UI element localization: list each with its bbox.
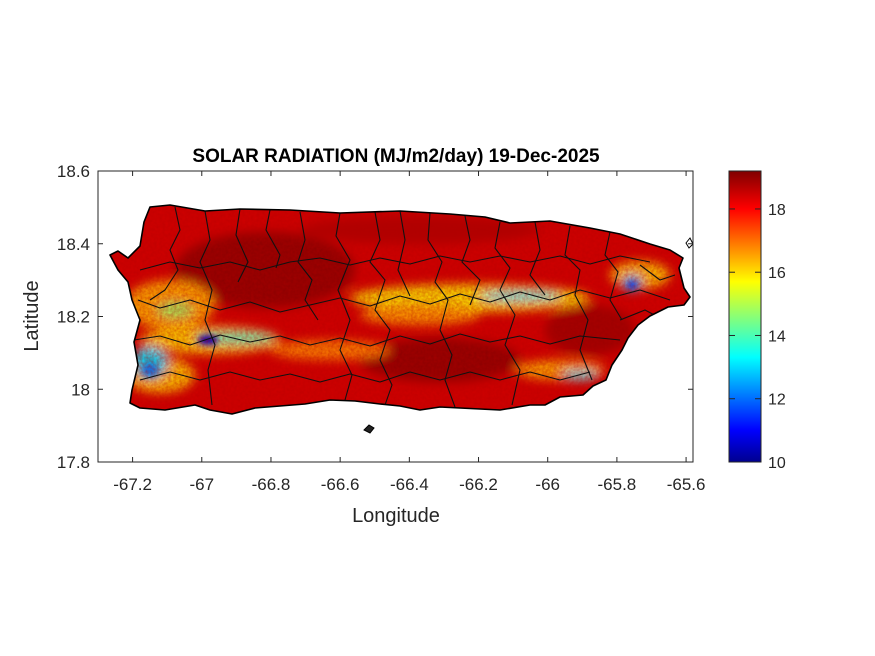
caja-de-muertos-island: [363, 424, 375, 434]
x-tick-label: -66.6: [321, 475, 360, 494]
y-tick-label: 18.4: [57, 235, 90, 254]
municipality-boundary: [297, 211, 319, 321]
colorbar: 10 12 14 16 18: [728, 170, 786, 472]
municipality-boundary: [369, 211, 393, 406]
colorbar-gradient: [728, 170, 762, 463]
x-tick-label: -66.4: [390, 475, 429, 494]
coastline: [109, 204, 691, 415]
colorbar-tick-label: 14: [768, 328, 786, 345]
municipality-boundary: [639, 264, 676, 281]
municipality-boundary: [397, 210, 411, 297]
colorbar-tick-label: 16: [768, 265, 786, 282]
colorbar-ticks: 10 12 14 16 18: [729, 202, 786, 472]
colorbar-tick-label: 10: [768, 455, 786, 472]
municipality-boundary: [427, 212, 456, 408]
x-tick-label: -66.2: [459, 475, 498, 494]
municipality-boundary: [461, 215, 481, 306]
municipality-boundary: [564, 225, 593, 381]
municipality-boundary: [265, 209, 281, 269]
y-tick-label: 18.2: [57, 308, 90, 327]
x-tick-label: -66: [535, 475, 560, 494]
municipality-boundary: [289, 255, 651, 266]
municipality-boundary: [604, 231, 623, 321]
municipality-boundaries: [133, 206, 676, 408]
x-tick-label: -65.8: [598, 475, 637, 494]
colorbar-tick-label: 18: [768, 202, 786, 219]
x-axis-ticks: -67.2 -67 -66.8 -66.6 -66.4 -66.2 -66 -65.8 -65.…: [113, 171, 705, 494]
municipality-boundary: [133, 333, 621, 347]
radiation-field: [110, 205, 690, 414]
plot-area: -67.2 -67 -66.8 -66.6 -66.4 -66.2 -66 -65.8 -65.…: [57, 162, 706, 494]
x-axis-label: Longitude: [352, 505, 440, 527]
municipality-boundary: [529, 221, 546, 296]
x-tick-label: -66.8: [252, 475, 291, 494]
municipality-boundary: [149, 206, 181, 301]
y-tick-label: 18.6: [57, 162, 90, 181]
municipality-boundary: [494, 221, 521, 406]
municipality-boundary: [139, 371, 591, 383]
chart-title: SOLAR RADIATION (MJ/m2/day) 19-Dec-2025: [192, 146, 600, 167]
field-texture: [110, 205, 690, 414]
municipality-boundary: [235, 208, 249, 283]
x-tick-label: -67.2: [113, 475, 152, 494]
municipality-boundary: [309, 289, 671, 307]
x-tick-label: -65.6: [667, 475, 706, 494]
y-tick-label: 17.8: [57, 453, 90, 472]
radiation-map: [109, 204, 693, 434]
x-tick-label: -67: [189, 475, 214, 494]
small-island-east: [685, 237, 693, 249]
colorbar-tick-label: 12: [768, 392, 786, 409]
y-axis-label: Latitude: [21, 280, 43, 351]
municipality-boundary: [137, 299, 311, 313]
y-axis-ticks: 17.8 18 18.2 18.4 18.6: [57, 162, 693, 472]
municipality-boundary: [139, 261, 291, 271]
y-tick-label: 18: [71, 380, 90, 399]
municipality-boundary: [199, 210, 216, 406]
municipality-boundary: [335, 212, 353, 401]
